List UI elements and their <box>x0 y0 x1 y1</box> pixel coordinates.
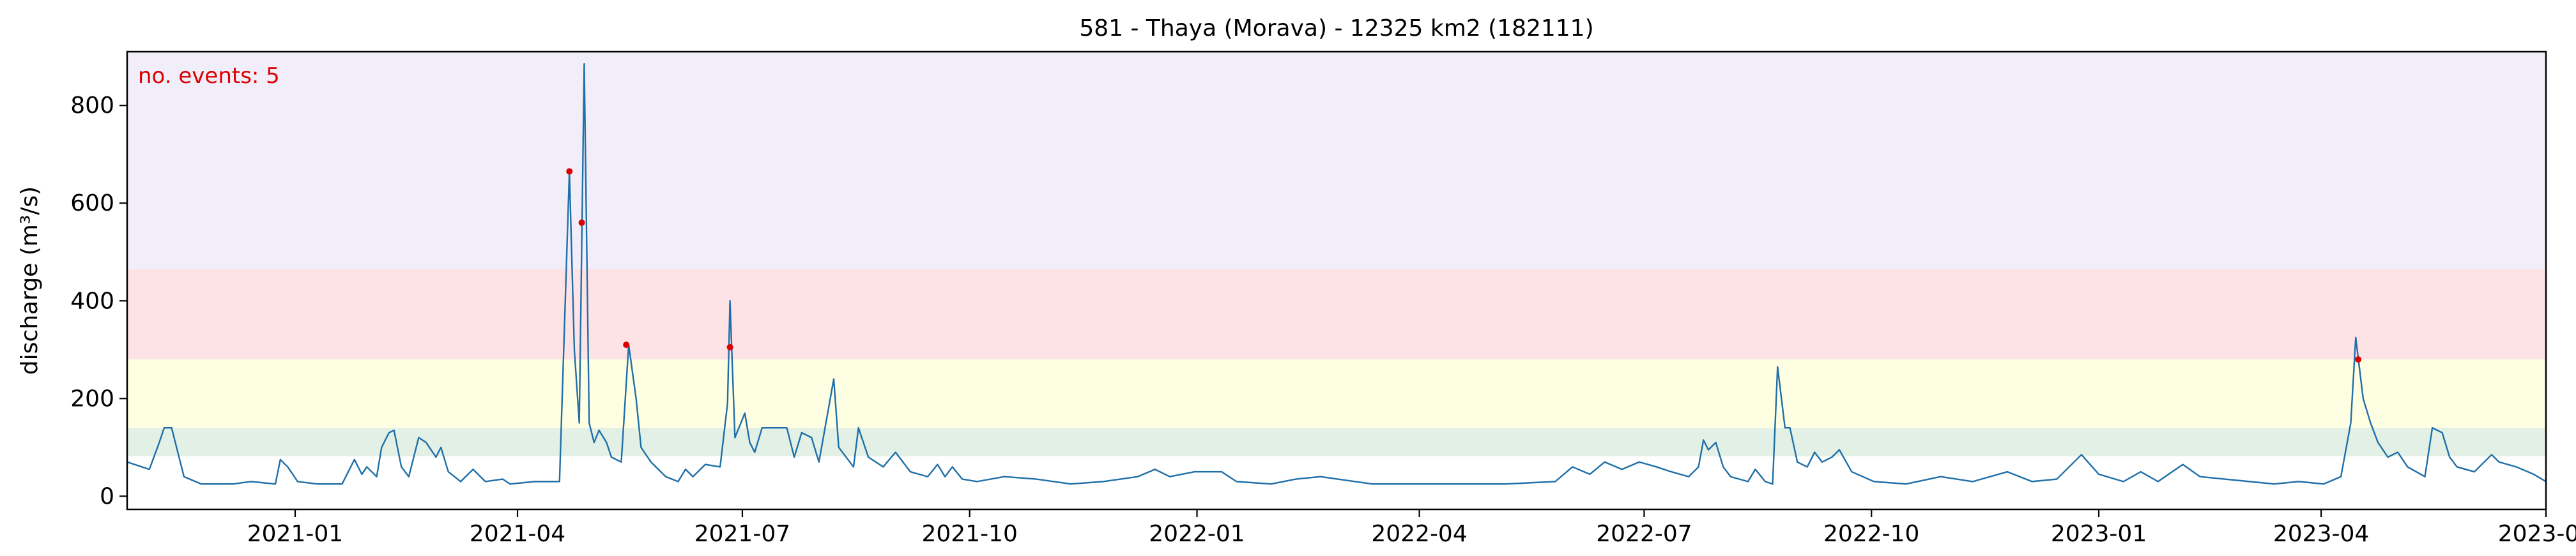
x-tick-label: 2021-07 <box>694 521 790 547</box>
annotation: no. events: 5 <box>138 63 280 89</box>
discharge-line <box>127 63 2546 485</box>
y-axis-label: discharge (m³/s) <box>17 186 43 375</box>
plot-frame <box>126 50 2547 511</box>
y-tick-label: 800 <box>70 93 114 119</box>
x-tick-label: 2021-04 <box>470 521 565 547</box>
x-tick-label: 2022-04 <box>1371 521 1467 547</box>
event-point <box>623 342 630 349</box>
x-tick-label: 2023-01 <box>2051 521 2147 547</box>
plot <box>127 63 2546 485</box>
y-tick-label: 200 <box>70 386 114 412</box>
x-tick-label: 2022-01 <box>1149 521 1245 547</box>
x-tick-label: 2023-07 <box>2498 521 2576 547</box>
event-point <box>566 168 573 175</box>
threshold-band <box>127 428 2546 456</box>
x-tick-label: 2023-04 <box>2273 521 2369 547</box>
event-point <box>2355 356 2362 363</box>
x-tick-label: 2022-10 <box>1823 521 1919 547</box>
threshold-band <box>127 269 2546 360</box>
threshold-band <box>127 52 2546 269</box>
chart-title: 581 - Thaya (Morava) - 12325 km2 (182111… <box>1079 15 1593 41</box>
x-tick-label: 2022-07 <box>1596 521 1692 547</box>
bands <box>127 52 2546 456</box>
y-tick-label: 0 <box>100 483 114 509</box>
threshold-band <box>127 359 2546 428</box>
event-point <box>726 343 733 350</box>
x-tick-label: 2021-01 <box>247 521 343 547</box>
y-tick-label: 400 <box>70 288 114 314</box>
y-tick-label: 600 <box>70 190 114 216</box>
event-point <box>578 219 585 226</box>
x-tick-label: 2021-10 <box>922 521 1018 547</box>
